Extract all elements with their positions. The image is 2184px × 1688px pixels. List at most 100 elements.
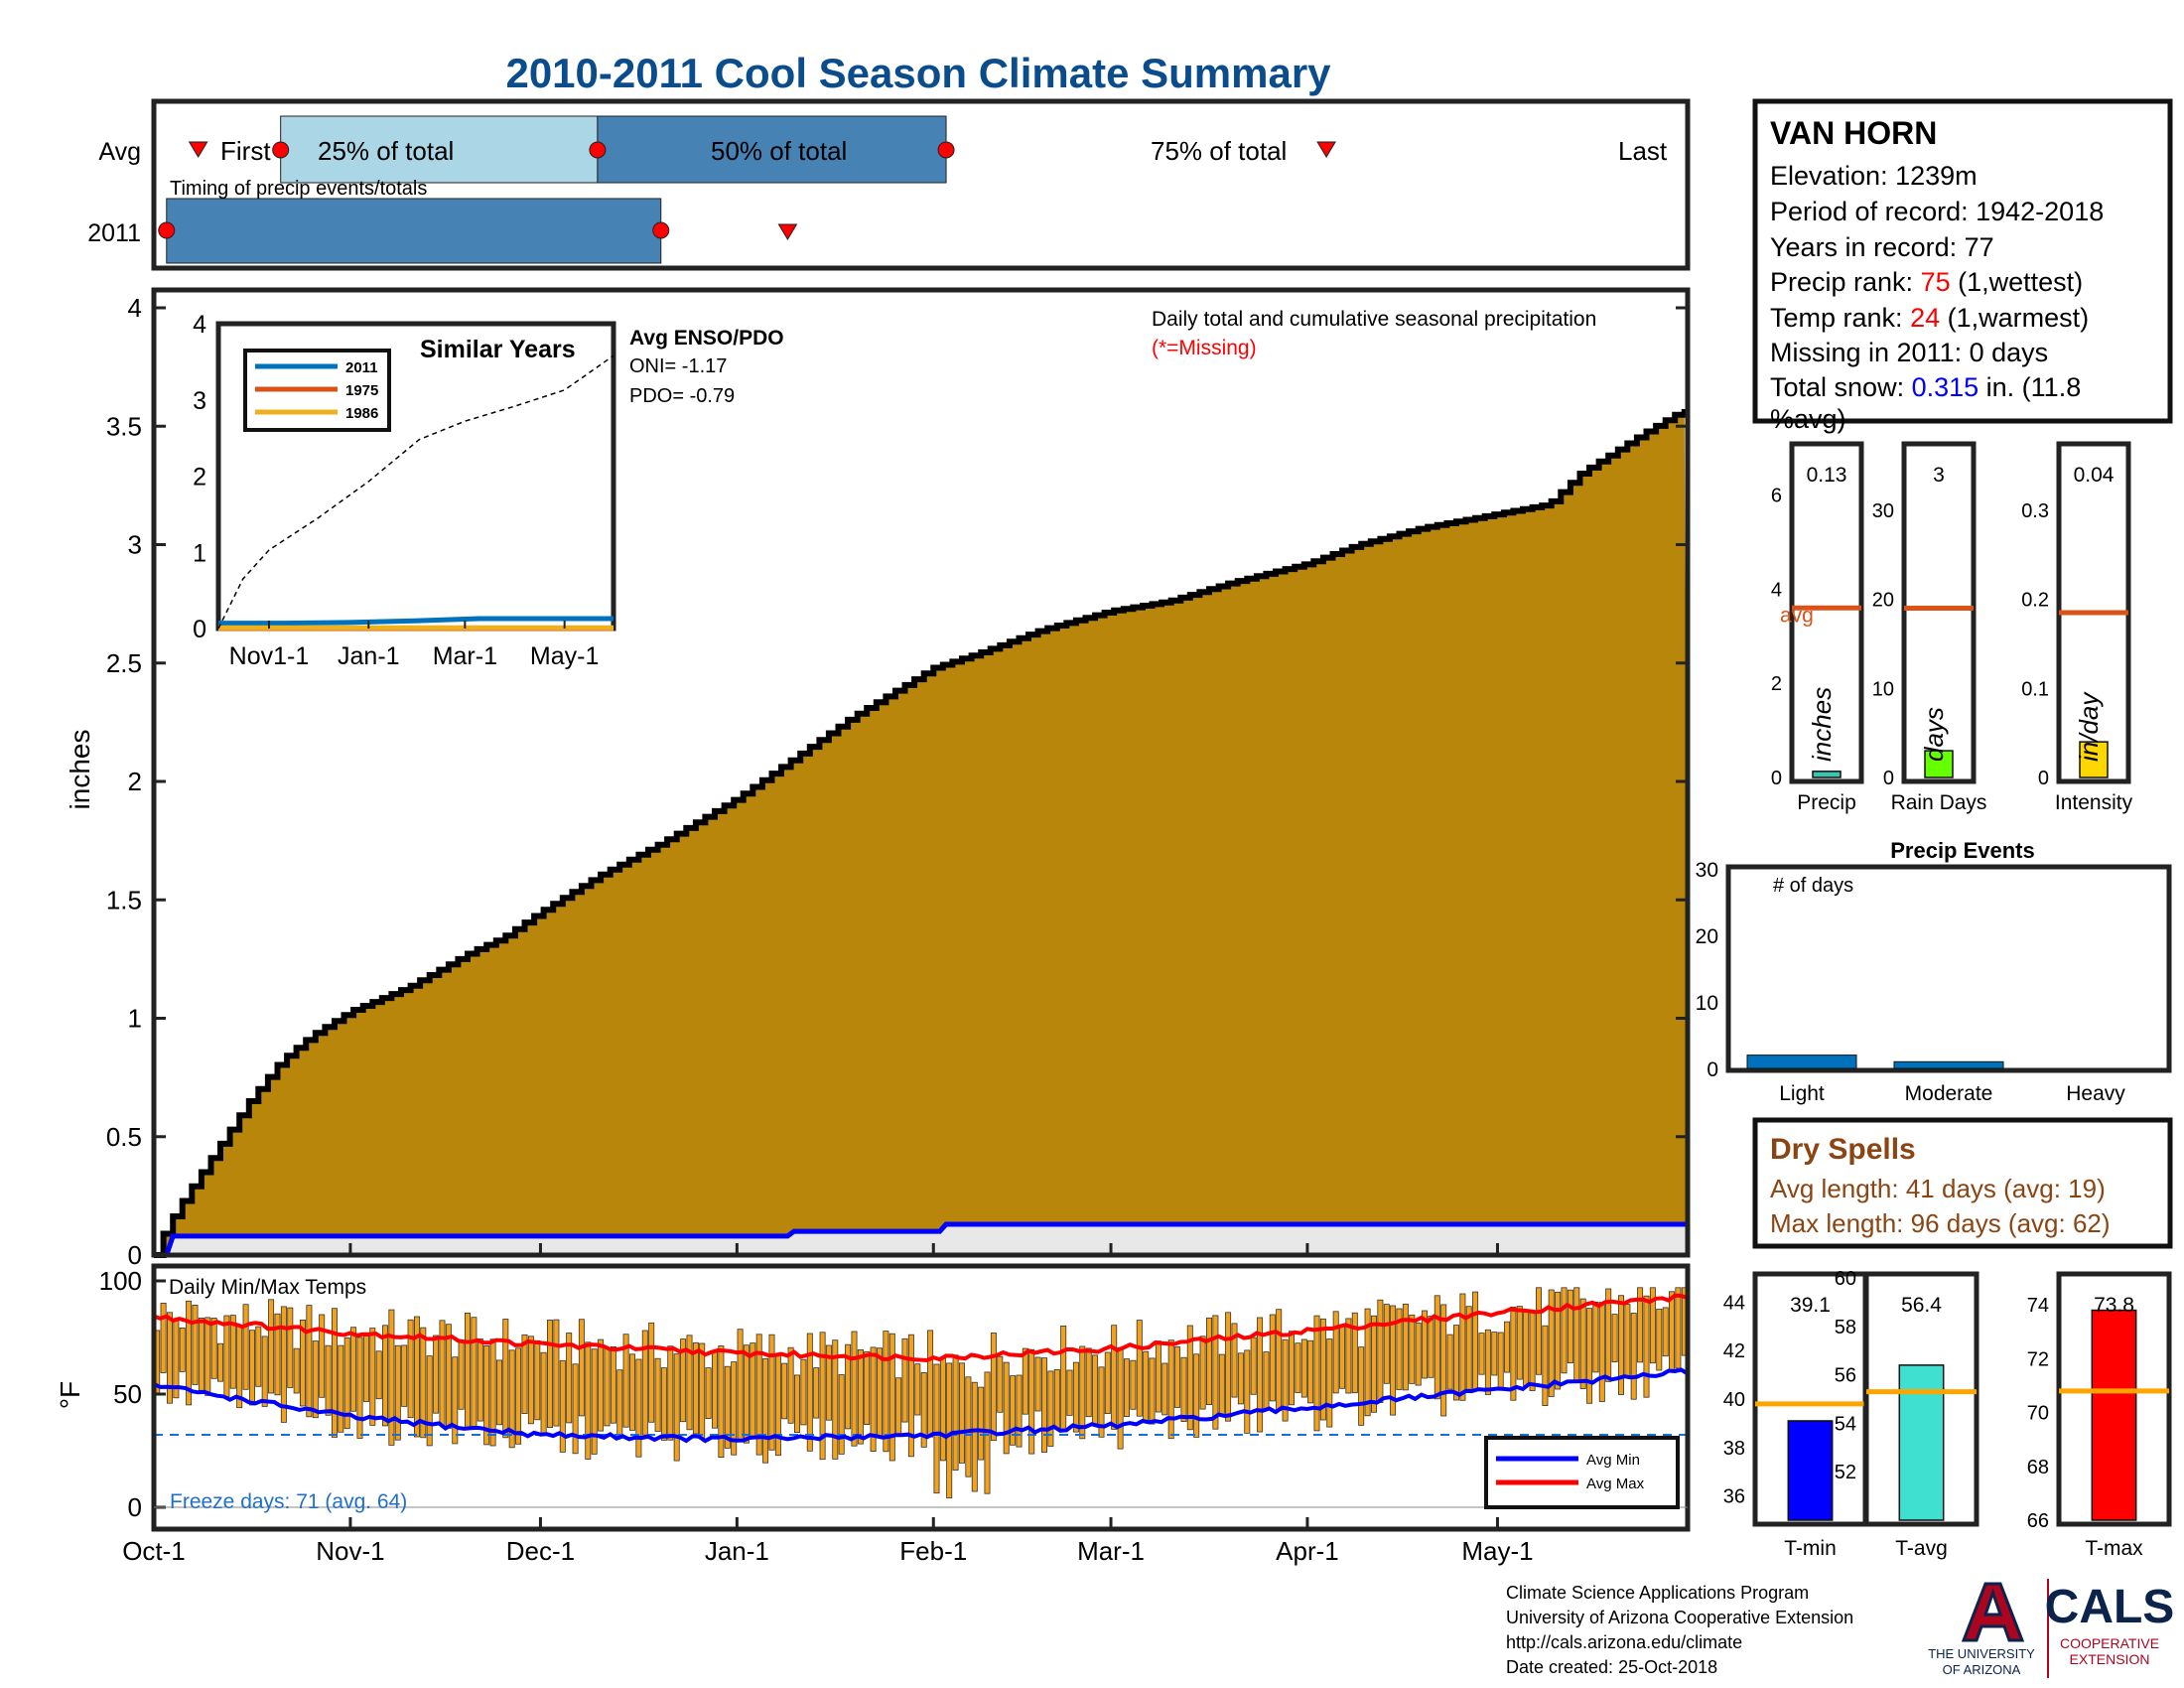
- daily-temp-bar: [1561, 1287, 1568, 1374]
- daily-temp-bar: [1244, 1349, 1251, 1434]
- station-snow: Total snow: 0.315 in. (11.8: [1770, 372, 2081, 402]
- timing-2011-bar: [166, 198, 662, 264]
- inset-ytick-label: 4: [193, 311, 206, 339]
- intensity-ytick-label: 0: [2038, 768, 2049, 789]
- y2011-first-marker: [158, 221, 176, 239]
- daily-temp-bar: [1542, 1325, 1549, 1406]
- daily-temp-bar: [781, 1362, 788, 1420]
- inset-legend: 2011 1975 1986: [243, 349, 391, 432]
- tmin-ytick-label: 40: [1723, 1389, 1745, 1411]
- events-ytick-label: 0: [1706, 1058, 1718, 1081]
- timing-row-2011: 2011: [87, 219, 141, 247]
- daily-temp-bar: [870, 1346, 877, 1453]
- events-category-label: Moderate: [1905, 1082, 1993, 1105]
- rain-days-bar: [1924, 750, 1954, 778]
- tavg-ytick-label: 52: [1835, 1462, 1856, 1483]
- daily-temp-bar: [768, 1334, 775, 1451]
- daily-temp-bar: [1319, 1318, 1326, 1421]
- tmax-ytick-label: 70: [2027, 1403, 2049, 1425]
- daily-temp-bar: [1136, 1320, 1143, 1417]
- daily-temp-bar: [755, 1334, 762, 1456]
- daily-temp-bar: [1060, 1326, 1067, 1432]
- precip-ylabel: inches: [65, 730, 95, 810]
- temp-title: Daily Min/Max Temps: [169, 1276, 366, 1299]
- daily-temp-bar: [1440, 1304, 1447, 1417]
- daily-temp-bar: [946, 1362, 953, 1499]
- station-temp-rank: Temp rank: 24 (1,warmest): [1770, 303, 2089, 333]
- daily-temp-bar: [375, 1350, 382, 1400]
- inset-ytick-label: 1: [193, 539, 206, 567]
- daily-temp-bar: [1662, 1307, 1669, 1357]
- daily-temp-bar: [1669, 1291, 1675, 1371]
- daily-temp-bar: [471, 1317, 478, 1427]
- daily-temp-bar: [1199, 1336, 1206, 1410]
- daily-temp-bar: [433, 1335, 440, 1414]
- y2011-cumulative-area: [154, 1223, 1688, 1255]
- daily-temp-bar: [1598, 1302, 1605, 1402]
- tmax-value-label: 73.8: [2094, 1294, 2134, 1317]
- temp-series: [153, 1287, 1690, 1499]
- daily-temp-bar: [1326, 1338, 1333, 1428]
- daily-temp-bar: [813, 1367, 820, 1419]
- cals-logo-text: CALS: [2045, 1581, 2175, 1633]
- daily-temp-bar: [1180, 1356, 1187, 1422]
- station-snow-cont: %avg): [1770, 404, 1846, 434]
- daily-temp-bar: [179, 1328, 186, 1372]
- temp-ytick-label: 50: [113, 1379, 142, 1409]
- daily-temp-bar: [952, 1354, 959, 1471]
- timing-label-25: 25% of total: [318, 136, 454, 166]
- footer: Climate Science Applications Program Uni…: [1506, 1579, 2174, 1678]
- daily-temp-bar: [1510, 1306, 1517, 1401]
- timing-label-last: Last: [1618, 136, 1668, 166]
- daily-temp-bar: [1332, 1311, 1339, 1394]
- daily-temp-bar: [1269, 1314, 1276, 1402]
- rain-days-ytick-label: 30: [1872, 500, 1894, 522]
- inset-ytick-label: 0: [193, 616, 206, 643]
- precip-total-ytick-label: 4: [1771, 579, 1782, 601]
- daily-temp-bar: [483, 1345, 490, 1446]
- daily-temp-bar: [1098, 1366, 1105, 1438]
- daily-temp-bar: [515, 1347, 522, 1445]
- daily-temp-bar: [508, 1349, 515, 1449]
- daily-temp-bar: [1231, 1323, 1238, 1398]
- season-total-panels: 0 2 4 6 0.13 Precip inches avg 0 10 20 30 3 Rain Days…: [1723, 441, 2172, 1560]
- x-tick-label: Feb-1: [899, 1536, 967, 1566]
- daily-temp-bar: [692, 1341, 699, 1435]
- daily-temp-bar: [641, 1330, 648, 1436]
- tmax-ytick-label: 74: [2027, 1295, 2049, 1317]
- daily-temp-bar: [216, 1342, 223, 1382]
- tmin-ytick-label: 42: [1723, 1340, 1745, 1362]
- x-tick-label: Dec-1: [506, 1536, 575, 1566]
- daily-temp-bar: [1289, 1331, 1295, 1406]
- y2011-cumulative-line: [154, 1221, 1688, 1258]
- daily-temp-bar: [901, 1337, 908, 1423]
- daily-temp-bar: [1276, 1309, 1283, 1412]
- daily-temp-bar: [1022, 1347, 1028, 1415]
- tavg-ytick-label: 56: [1835, 1365, 1856, 1387]
- daily-temp-bar: [210, 1318, 217, 1379]
- tavg-ytick-label: 54: [1835, 1413, 1856, 1435]
- daily-temp-bar: [927, 1330, 934, 1438]
- daily-temp-bar: [325, 1344, 332, 1416]
- inset-xtick-label: Mar-1: [433, 642, 497, 670]
- page-title: 2010-2011 Cool Season Climate Summary: [505, 50, 1331, 96]
- daily-temp-bar: [1237, 1352, 1244, 1405]
- daily-temp-bar: [1174, 1346, 1181, 1408]
- precip-y-ticks: 0 0.5 1 1.5 2 2.5 3 3.5 4: [106, 293, 1688, 1270]
- daily-temp-bar: [997, 1355, 1004, 1413]
- university-of-arizona-logo: THE UNIVERSITY OF ARIZONA: [1928, 1582, 2035, 1677]
- tavg-ytick-label: 58: [1835, 1317, 1856, 1338]
- daily-temp-bar: [445, 1324, 452, 1429]
- inset-line-2011: [218, 616, 614, 627]
- daily-temp-bar: [699, 1342, 706, 1440]
- timing-bars: [158, 115, 1336, 264]
- rain-days-ytick-label: 0: [1883, 768, 1894, 789]
- precip-total-bar: [1812, 771, 1842, 778]
- daily-temp-bar: [381, 1325, 388, 1427]
- tmin-bar: [1787, 1420, 1834, 1521]
- daily-temp-bar: [1257, 1317, 1264, 1433]
- station-period: Period of record: 1942-2018: [1770, 197, 2104, 226]
- daily-temp-bar: [1345, 1318, 1352, 1394]
- avg-75pct-marker: [937, 141, 955, 159]
